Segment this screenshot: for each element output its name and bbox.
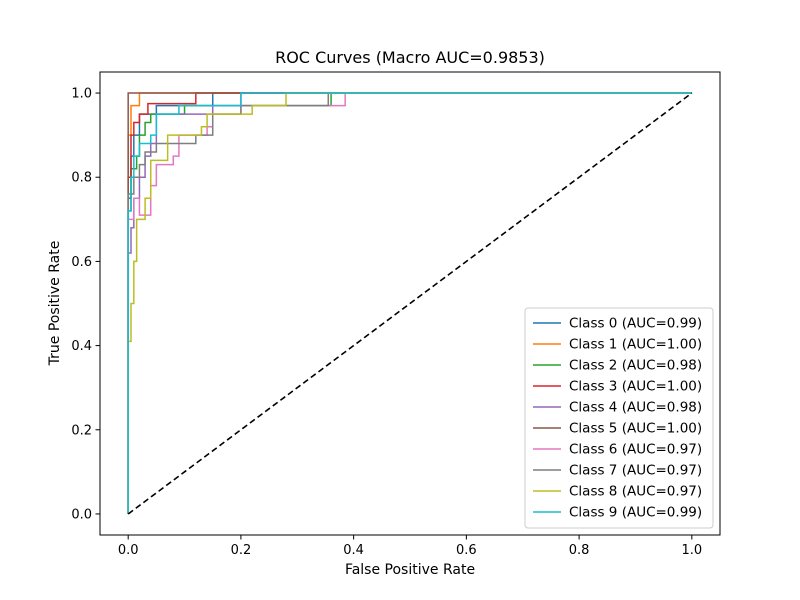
legend-label-class-4: Class 4 (AUC=0.98) bbox=[569, 400, 702, 416]
x-tick-label: 0.4 bbox=[343, 543, 364, 558]
roc-curve-class-9 bbox=[127, 92, 692, 514]
y-tick-label: 0.8 bbox=[71, 171, 92, 186]
legend-label-class-8: Class 8 (AUC=0.97) bbox=[569, 484, 702, 500]
roc-curve-class-8 bbox=[127, 92, 692, 514]
legend-box bbox=[524, 307, 714, 529]
reference-diagonal-line bbox=[127, 92, 693, 515]
chart-title: ROC Curves (Macro AUC=0.9853) bbox=[275, 48, 545, 67]
x-tick-label: 1.0 bbox=[681, 543, 702, 558]
legend-label-class-6: Class 6 (AUC=0.97) bbox=[569, 442, 702, 458]
legend-label-class-0: Class 0 (AUC=0.99) bbox=[569, 316, 702, 332]
y-tick-label: 0.6 bbox=[71, 255, 92, 270]
x-tick-label: 0.8 bbox=[569, 543, 590, 558]
y-tick-label: 0.4 bbox=[71, 339, 92, 354]
x-axis-label: False Positive Rate bbox=[345, 562, 475, 578]
legend-label-class-7: Class 7 (AUC=0.97) bbox=[569, 463, 702, 479]
x-tick-label: 0.0 bbox=[118, 543, 139, 558]
x-axis-ticks: 0.0 0.2 0.4 0.6 0.8 1.0 bbox=[118, 535, 702, 558]
legend-label-class-2: Class 2 (AUC=0.98) bbox=[569, 358, 702, 374]
plot-area bbox=[99, 71, 721, 536]
legend-label-class-5: Class 5 (AUC=1.00) bbox=[569, 421, 702, 437]
axes-frame bbox=[99, 71, 721, 536]
y-tick-label: 0.0 bbox=[71, 507, 92, 522]
legend-label-class-1: Class 1 (AUC=1.00) bbox=[569, 337, 702, 353]
x-tick-label: 0.6 bbox=[456, 543, 477, 558]
y-axis-label: True Positive Rate bbox=[47, 241, 63, 367]
y-tick-label: 1.0 bbox=[71, 87, 92, 102]
y-axis-ticks: 0.0 0.2 0.4 0.6 0.8 1.0 bbox=[71, 87, 100, 522]
legend-label-class-9: Class 9 (AUC=0.99) bbox=[569, 505, 702, 521]
legend-label-class-3: Class 3 (AUC=1.00) bbox=[569, 379, 702, 395]
legend: Class 0 (AUC=0.99) Class 1 (AUC=1.00) Clas… bbox=[524, 307, 714, 529]
x-tick-label: 0.2 bbox=[231, 543, 252, 558]
y-tick-label: 0.2 bbox=[71, 423, 92, 438]
